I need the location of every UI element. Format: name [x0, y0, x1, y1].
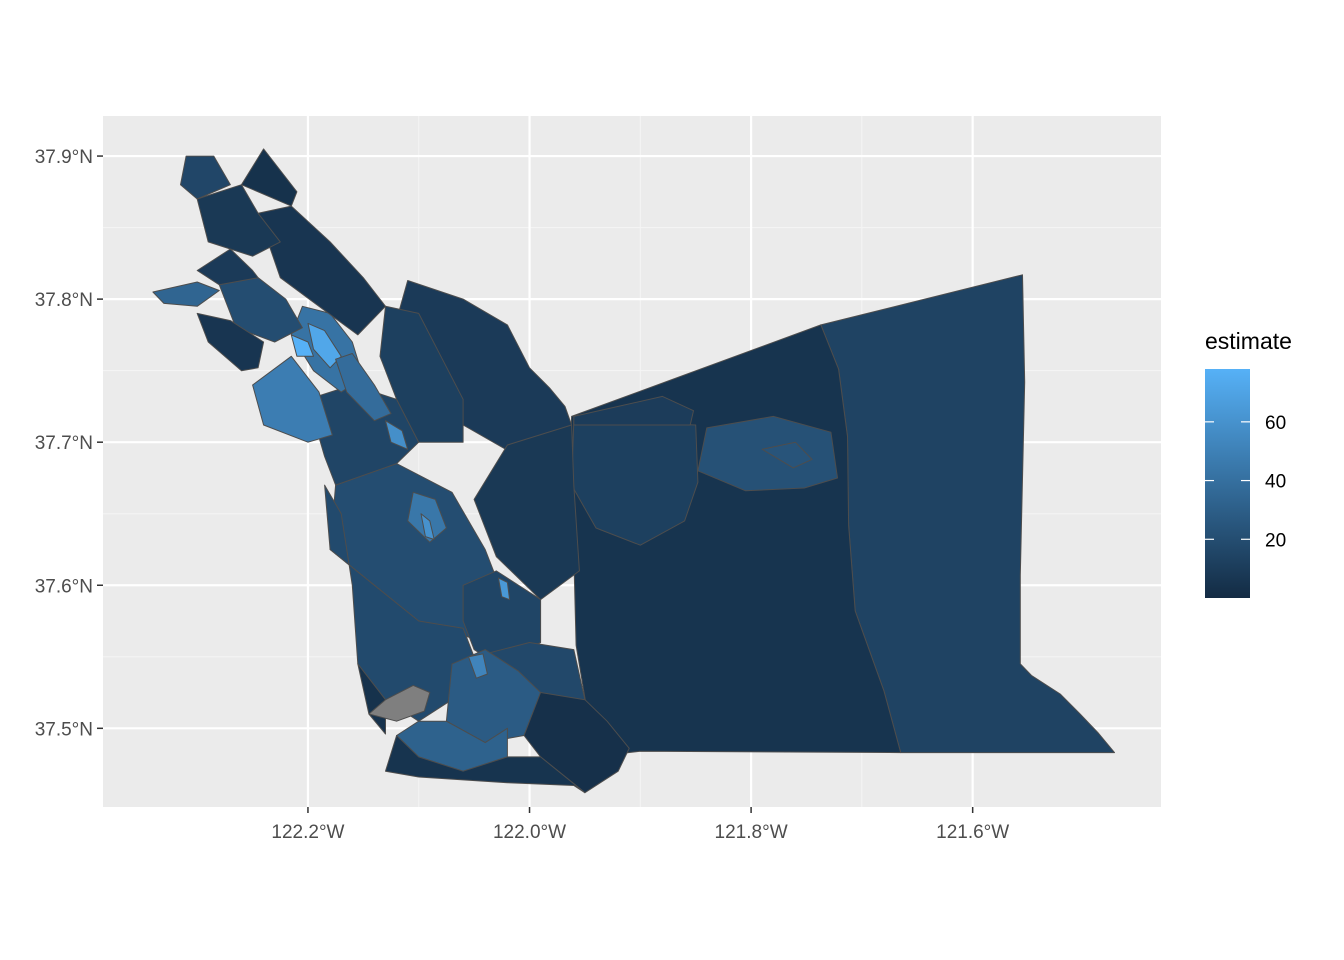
- region-north-berkeley: [241, 148, 298, 207]
- region-fremont-south-hills: [523, 692, 630, 794]
- region-na-tract: [368, 684, 431, 722]
- region-albany: [180, 155, 231, 200]
- y-tick-label: 37.5°N: [35, 719, 93, 740]
- region-port-of-oakland: [152, 281, 220, 307]
- region-livermore-east: [761, 441, 813, 469]
- x-tick-label: 121.8°W: [715, 822, 788, 843]
- region-oakland-east: [335, 353, 392, 422]
- region-union-city-hot: [498, 577, 511, 601]
- region-hayward-core: [407, 491, 447, 543]
- x-axis: 122.2°W 122.0°W 121.8°W 121.6°W: [271, 807, 1009, 843]
- region-oakland-hot: [290, 334, 314, 357]
- y-tick-label: 37.7°N: [35, 433, 93, 454]
- region-pleasanton: [571, 420, 699, 546]
- region-west-oakland: [196, 248, 259, 286]
- x-tick-label: 121.6°W: [936, 822, 1009, 843]
- legend: estimate 20 40 60: [1205, 328, 1292, 598]
- x-tick-label: 122.2°W: [271, 822, 344, 843]
- region-san-leandro-hot: [385, 420, 409, 450]
- y-tick-label: 37.9°N: [35, 147, 93, 168]
- y-tick-label: 37.6°N: [35, 576, 93, 597]
- legend-tick-label: 60: [1265, 413, 1286, 434]
- region-central-ridge: [379, 305, 464, 443]
- legend-colorbar: [1205, 369, 1250, 598]
- legend-tick-label: 40: [1265, 472, 1286, 493]
- region-east-bay-hills-south: [473, 424, 580, 601]
- map-regions: [152, 148, 1115, 794]
- region-airport: [252, 355, 333, 443]
- region-oakland-flats-hot: [307, 322, 342, 369]
- y-axis: 37.9°N 37.8°N 37.7°N 37.6°N 37.5°N: [35, 147, 103, 740]
- region-hayward-hot: [420, 513, 435, 540]
- region-fremont-hot: [468, 653, 488, 679]
- region-southern-tip: [385, 735, 586, 794]
- region-dublin: [573, 395, 694, 426]
- x-tick-label: 122.0°W: [493, 822, 566, 843]
- y-tick-label: 37.8°N: [35, 290, 93, 311]
- region-alameda-island: [196, 312, 265, 372]
- legend-ticks: 20 40 60: [1205, 413, 1286, 551]
- legend-title: estimate: [1205, 328, 1292, 354]
- legend-tick-label: 20: [1265, 530, 1286, 551]
- region-livermore: [697, 415, 838, 492]
